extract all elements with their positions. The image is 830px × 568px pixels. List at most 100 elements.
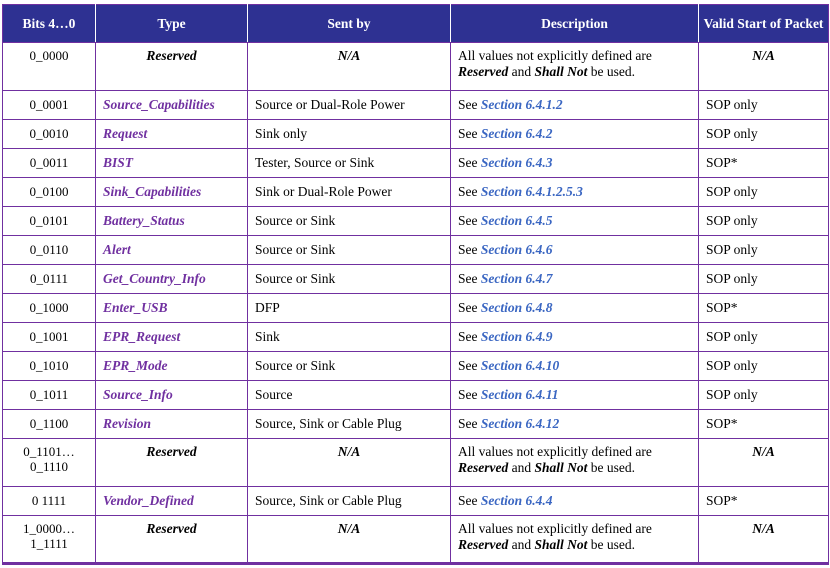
bits-cell: 1_0000… 1_1111 <box>2 515 96 564</box>
description-cell: All values not explicitly defined are Re… <box>450 515 699 564</box>
type-cell: Reserved <box>95 438 248 487</box>
section-link[interactable]: Section 6.4.11 <box>480 387 559 403</box>
table-row: 0_1011 Source_Info Source See Section 6.… <box>2 380 829 410</box>
type-cell: EPR_Mode <box>95 351 248 381</box>
description-cell: See Section 6.4.1.2 <box>450 90 699 120</box>
sent-by-cell: Source or Sink <box>247 206 451 236</box>
description-see-text: See <box>458 300 481 316</box>
sent-by-cell: Sink only <box>247 119 451 149</box>
type-cell: EPR_Request <box>95 322 248 352</box>
sent-by-cell: Source or Dual-Role Power <box>247 90 451 120</box>
bits-cell: 0_1001 <box>2 322 96 352</box>
shall-not-keyword: Shall Not <box>534 536 588 552</box>
bits-cell: 0_0010 <box>2 119 96 149</box>
description-cell: See Section 6.4.10 <box>450 351 699 381</box>
section-link[interactable]: Section 6.4.1.2 <box>480 97 563 113</box>
bits-cell: 0_1000 <box>2 293 96 323</box>
table-row: 0_0110 Alert Source or Sink See Section … <box>2 235 829 265</box>
sent-by-cell: N/A <box>247 515 451 564</box>
col-header-sent-by: Sent by <box>247 4 451 43</box>
sop-cell: SOP only <box>698 119 829 149</box>
section-link[interactable]: Section 6.4.8 <box>480 300 553 316</box>
reserved-keyword: Reserved <box>458 536 509 552</box>
type-cell: Battery_Status <box>95 206 248 236</box>
bits-cell: 0_0001 <box>2 90 96 120</box>
description-see-text: See <box>458 97 481 113</box>
type-cell: Reserved <box>95 515 248 564</box>
sop-cell: SOP only <box>698 90 829 120</box>
sop-cell: SOP* <box>698 409 829 439</box>
bits-cell: 0_0000 <box>2 42 96 91</box>
bits-cell: 0_1010 <box>2 351 96 381</box>
sop-cell: SOP only <box>698 235 829 265</box>
bits-cell: 0_0011 <box>2 148 96 178</box>
table-row: 0_0001 Source_Capabilities Source or Dua… <box>2 90 829 120</box>
type-cell: Reserved <box>95 42 248 91</box>
col-header-description: Description <box>450 4 699 43</box>
description-text: All values not explicitly defined are <box>458 444 652 459</box>
reserved-keyword: Reserved <box>458 63 509 79</box>
sent-by-cell: Source or Sink <box>247 351 451 381</box>
sent-by-cell: N/A <box>247 42 451 91</box>
bits-cell: 0_0101 <box>2 206 96 236</box>
sent-by-cell: Sink <box>247 322 451 352</box>
section-link[interactable]: Section 6.4.5 <box>480 213 553 229</box>
sop-cell: N/A <box>698 42 829 91</box>
table-row: 0_1010 EPR_Mode Source or Sink See Secti… <box>2 351 829 381</box>
sent-by-cell: N/A <box>247 438 451 487</box>
description-cell: See Section 6.4.4 <box>450 486 699 516</box>
section-link[interactable]: Section 6.4.4 <box>480 493 553 509</box>
sent-by-cell: Source, Sink or Cable Plug <box>247 486 451 516</box>
table-row: 0_0111 Get_Country_Info Source or Sink S… <box>2 264 829 294</box>
description-cell: See Section 6.4.11 <box>450 380 699 410</box>
sent-by-cell: Tester, Source or Sink <box>247 148 451 178</box>
sop-cell: SOP only <box>698 264 829 294</box>
type-cell: BIST <box>95 148 248 178</box>
description-text: be used. <box>587 63 636 79</box>
section-link[interactable]: Section 6.4.7 <box>480 271 553 287</box>
description-text: and <box>508 536 535 552</box>
shall-not-keyword: Shall Not <box>534 63 588 79</box>
sent-by-cell: Sink or Dual-Role Power <box>247 177 451 207</box>
col-header-bits: Bits 4…0 <box>2 4 96 43</box>
description-cell: See Section 6.4.8 <box>450 293 699 323</box>
description-cell: All values not explicitly defined are Re… <box>450 438 699 487</box>
bits-cell: 0_1011 <box>2 380 96 410</box>
description-see-text: See <box>458 271 481 287</box>
description-see-text: See <box>458 184 481 200</box>
section-link[interactable]: Section 6.4.6 <box>480 242 553 258</box>
type-cell: Sink_Capabilities <box>95 177 248 207</box>
reserved-keyword: Reserved <box>458 459 509 475</box>
sop-cell: SOP only <box>698 177 829 207</box>
sop-cell: SOP only <box>698 351 829 381</box>
description-cell: See Section 6.4.7 <box>450 264 699 294</box>
bits-cell: 0_0100 <box>2 177 96 207</box>
col-header-valid-sop: Valid Start of Packet <box>698 4 829 43</box>
description-see-text: See <box>458 493 481 509</box>
sop-cell: N/A <box>698 515 829 564</box>
sent-by-cell: Source, Sink or Cable Plug <box>247 409 451 439</box>
sop-cell: SOP* <box>698 148 829 178</box>
section-link[interactable]: Section 6.4.9 <box>480 329 553 345</box>
description-cell: See Section 6.4.9 <box>450 322 699 352</box>
table-body: 0_0000 Reserved N/A All values not expli… <box>2 42 829 564</box>
section-link[interactable]: Section 6.4.10 <box>480 358 560 374</box>
description-see-text: See <box>458 213 481 229</box>
section-link[interactable]: Section 6.4.3 <box>480 155 553 171</box>
section-link[interactable]: Section 6.4.1.2.5.3 <box>480 184 583 200</box>
description-text: All values not explicitly defined are <box>458 521 652 536</box>
bits-cell: 0_0111 <box>2 264 96 294</box>
description-see-text: See <box>458 242 481 258</box>
section-link[interactable]: Section 6.4.12 <box>480 416 560 432</box>
description-see-text: See <box>458 329 481 345</box>
table-row: 0_1001 EPR_Request Sink See Section 6.4.… <box>2 322 829 352</box>
description-see-text: See <box>458 416 481 432</box>
sent-by-cell: Source or Sink <box>247 264 451 294</box>
bits-cell: 0_0110 <box>2 235 96 265</box>
description-text: be used. <box>587 536 636 552</box>
description-cell: See Section 6.4.12 <box>450 409 699 439</box>
sent-by-cell: DFP <box>247 293 451 323</box>
section-link[interactable]: Section 6.4.2 <box>480 126 553 142</box>
bits-cell: 0_1100 <box>2 409 96 439</box>
